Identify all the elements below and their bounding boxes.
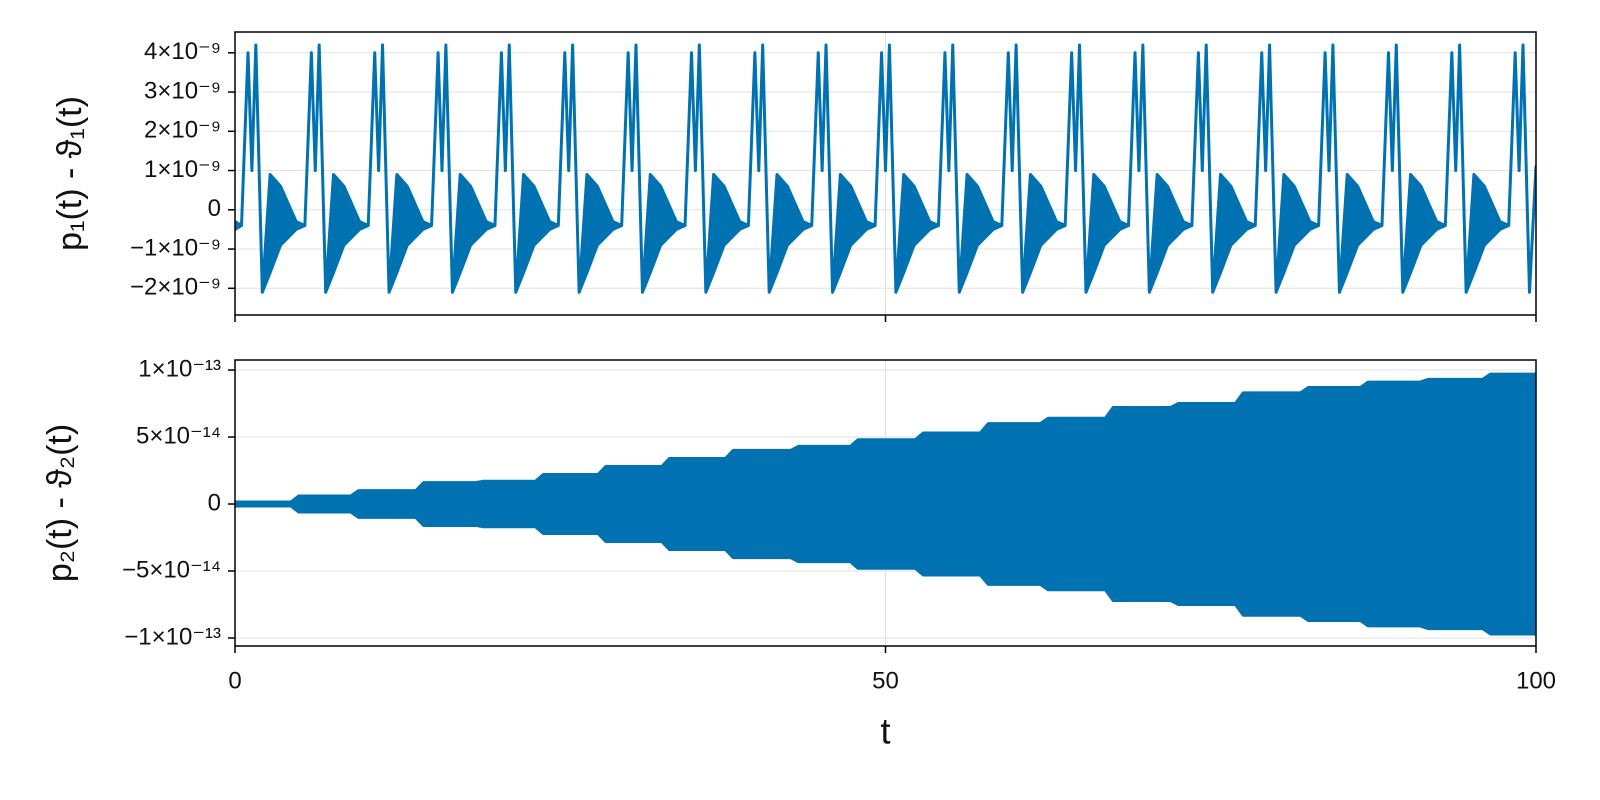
y-tick-label: 0 [208, 489, 221, 516]
y-tick-label: −2×10⁻⁹ [130, 274, 221, 301]
band [235, 372, 1536, 636]
x-axis-label: t [880, 711, 890, 752]
x-tick-label: 0 [228, 667, 241, 694]
y-tick-label: 1×10⁻¹³ [138, 355, 221, 382]
y-tick-label: −5×10⁻¹⁴ [122, 556, 221, 583]
y-tick-label: −1×10⁻¹³ [124, 623, 221, 650]
x-tick-label: 100 [1516, 667, 1556, 694]
y-tick-label: 3×10⁻⁹ [144, 77, 221, 104]
y-axis-label: p₂(t) - ϑ₂(t) [41, 424, 79, 582]
y-tick-label: 2×10⁻⁹ [144, 117, 221, 144]
y-tick-label: −1×10⁻⁹ [130, 234, 221, 261]
y-axis-label: p₁(t) - ϑ₁(t) [51, 96, 89, 251]
y-tick-label: 1×10⁻⁹ [144, 156, 221, 183]
y-tick-label: 4×10⁻⁹ [144, 38, 221, 65]
x-tick-label: 50 [872, 667, 899, 694]
band [235, 43, 1536, 294]
y-tick-label: 5×10⁻¹⁴ [136, 422, 221, 449]
y-tick-label: 0 [208, 195, 221, 222]
